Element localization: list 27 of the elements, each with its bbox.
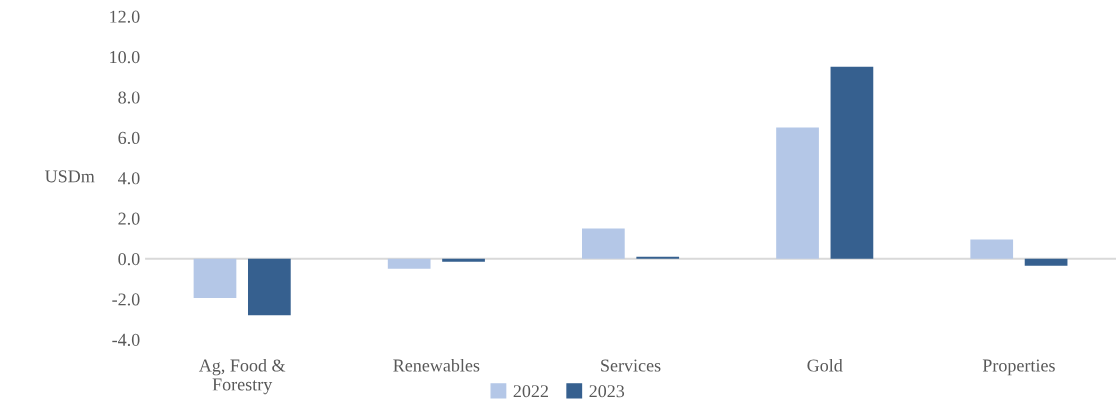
y-tick-label: 4.0 — [118, 172, 140, 185]
x-tick-label: Properties — [982, 359, 1055, 376]
bar — [776, 127, 819, 259]
bar — [830, 66, 874, 259]
bar — [193, 258, 237, 299]
y-tick-label: -2.0 — [112, 293, 140, 306]
y-axis-title: USDm — [45, 170, 95, 183]
legend-label: 2022 — [513, 385, 548, 398]
legend-label: 2023 — [589, 385, 625, 398]
y-tick-label: 0.0 — [118, 252, 140, 266]
x-tick-label: Renewables — [393, 358, 480, 372]
y-tick-label: 6.0 — [118, 131, 140, 145]
bar — [442, 258, 485, 262]
y-tick-label: 8.0 — [118, 91, 140, 104]
bar — [1024, 258, 1068, 266]
bar — [636, 256, 680, 259]
x-tick-label: Gold — [807, 358, 843, 372]
bar — [581, 228, 625, 259]
y-tick-label: 10.0 — [110, 51, 140, 64]
y-tick-label: 2.0 — [118, 212, 140, 225]
x-tick-label: Services — [601, 359, 661, 372]
bar — [970, 239, 1014, 259]
y-tick-label: 12.0 — [110, 10, 140, 23]
bar — [387, 258, 431, 269]
y-tick-label: -4.0 — [112, 333, 140, 346]
bar — [248, 258, 291, 316]
x-tick-label: Ag, Food & Forestry — [198, 358, 286, 395]
